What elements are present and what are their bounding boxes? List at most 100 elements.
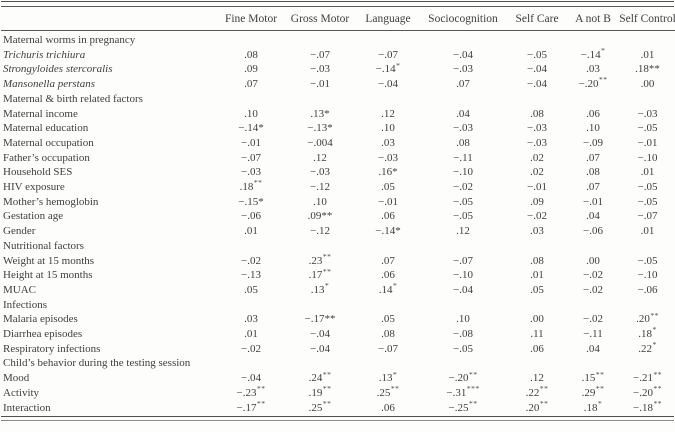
correlation-value: −.03 (453, 122, 473, 135)
significance-asterisk: ** (539, 398, 549, 408)
table-row: Mood −.04.24** .13* −.20** .12.15** −.21** (1, 369, 675, 386)
correlation-value: −.07 (637, 210, 658, 223)
correlation-value: .01 (244, 328, 258, 341)
correlation-value: −.06 (637, 283, 658, 296)
row-label: Gestation age (3, 210, 64, 223)
correlation-cell: −.11 (567, 327, 619, 342)
correlation-value: −.02 (583, 269, 603, 282)
correlation-value: .11 (530, 328, 544, 341)
correlation-value: −.02 (241, 342, 261, 355)
correlation-cell: −.05 (419, 209, 507, 224)
correlation-cell: .25** (357, 385, 419, 401)
correlation-cell: −.15* (219, 195, 283, 210)
correlation-value: −.20 (633, 386, 653, 399)
correlation-cell: .14* (357, 282, 419, 298)
correlation-cell: −.10 (619, 151, 675, 166)
correlation-cell: −.03 (507, 121, 567, 136)
table-row: Father’s occupation −.07 .12 −.03 −.11 .02 .07… (1, 151, 675, 166)
correlation-value: −.04 (241, 372, 261, 385)
table-row: Interaction −.17** .25** .06 −.25** .20** .18*… (1, 398, 675, 416)
correlation-value: −.05 (637, 181, 658, 194)
correlation-value: −.03 (378, 151, 398, 164)
correlation-value: .10 (313, 195, 327, 208)
correlation-value: −.07 (310, 48, 330, 61)
correlation-cell: .12 (357, 107, 419, 122)
correlation-cell: −.10 (619, 268, 675, 283)
correlation-cell: −.14* (219, 121, 283, 136)
correlation-value: .05 (244, 283, 258, 296)
correlation-value: −.04 (527, 63, 547, 76)
correlation-cell: −.03 (419, 62, 507, 77)
correlation-cell: .05 (357, 312, 419, 327)
correlation-value: −.25 (448, 401, 469, 414)
correlation-value: −.13 (241, 269, 261, 282)
correlation-cell: .01 (507, 268, 567, 283)
correlation-cell: −.23** (219, 384, 283, 401)
row-label: Household SES (3, 166, 73, 179)
correlation-value: −.05 (527, 48, 547, 61)
correlation-value: .00 (586, 254, 600, 267)
correlation-value: .02 (530, 166, 544, 179)
correlation-value: −.06 (241, 210, 261, 223)
significance-asterisk: ** (650, 310, 659, 320)
section-label: Infections (3, 298, 47, 311)
correlation-value: .07 (586, 151, 600, 164)
correlation-cell: −.17** (283, 312, 357, 327)
table-row: Maternal occupation −.01 −.004 .03 .08 −.03 −.… (1, 136, 675, 151)
correlation-cell: .05 (357, 180, 419, 195)
significance-asterisk: * (652, 340, 657, 350)
correlation-cell: −.04 (283, 342, 357, 357)
significance-asterisk: * (396, 60, 401, 70)
correlation-value: .08 (586, 166, 600, 179)
correlation-cell: .18** (619, 62, 675, 77)
correlation-cell: −.17** (219, 400, 283, 416)
correlation-value: −.04 (310, 328, 330, 341)
correlation-value: .12 (313, 151, 327, 164)
correlation-value: .14 (378, 283, 393, 296)
significance-asterisk: * (652, 325, 657, 335)
correlation-value: .01 (530, 269, 544, 282)
significance-asterisk: ** (595, 369, 605, 379)
header-row: Fine Motor Gross Motor Language Sociocognit… (1, 7, 675, 31)
correlation-value: −.05 (637, 254, 658, 267)
significance-asterisk: ** (322, 266, 332, 276)
correlation-value: .23 (308, 254, 323, 267)
correlation-cell: .25** (283, 400, 357, 416)
significance-asterisk: ** (256, 384, 266, 394)
correlation-cell: .04 (567, 342, 619, 357)
correlation-value: −.07 (378, 342, 398, 355)
row-label: Mansonella perstans (3, 78, 95, 91)
correlation-cell: −.04 (219, 371, 283, 386)
correlation-value: −.13* (307, 122, 333, 135)
correlation-value: .03 (530, 225, 544, 238)
correlation-cell: −.03 (619, 107, 675, 122)
row-label: Father’s occupation (3, 151, 90, 164)
row-label: Malaria episodes (3, 313, 78, 326)
section-label: Nutritional factors (3, 239, 84, 252)
correlation-cell: −.07 (283, 48, 357, 63)
correlation-value: −.20 (578, 78, 599, 91)
correlation-cell: −.05 (619, 195, 675, 210)
correlation-value: −.14* (238, 122, 264, 135)
correlation-cell: −.03 (507, 136, 567, 151)
correlation-value: .12 (456, 225, 470, 238)
correlation-cell: −.07 (619, 209, 675, 224)
correlation-cell: .09** (283, 209, 357, 224)
correlation-cell: −.04 (357, 77, 419, 92)
correlation-value: .03 (586, 63, 600, 76)
correlation-value: .09 (244, 63, 258, 76)
table-row: Household SES −.03 −.03 .16* −.10 .02 .08 .01 (1, 165, 675, 180)
correlation-value: −.04 (527, 78, 547, 91)
correlation-cell: −.14* (567, 47, 619, 63)
correlation-value: .03 (244, 313, 258, 326)
correlation-value: −.17 (236, 401, 257, 414)
correlation-value: .05 (381, 181, 395, 194)
correlation-cell: −.02 (567, 268, 619, 283)
correlation-value: .10 (381, 122, 395, 135)
correlation-value: −.12 (310, 181, 330, 194)
correlation-cell: .01 (219, 224, 283, 239)
correlation-cell: .13* (283, 282, 357, 298)
row-label: Maternal income (3, 107, 78, 120)
correlation-cell: −.13 (219, 268, 283, 283)
correlation-cell: −.03 (219, 165, 283, 180)
